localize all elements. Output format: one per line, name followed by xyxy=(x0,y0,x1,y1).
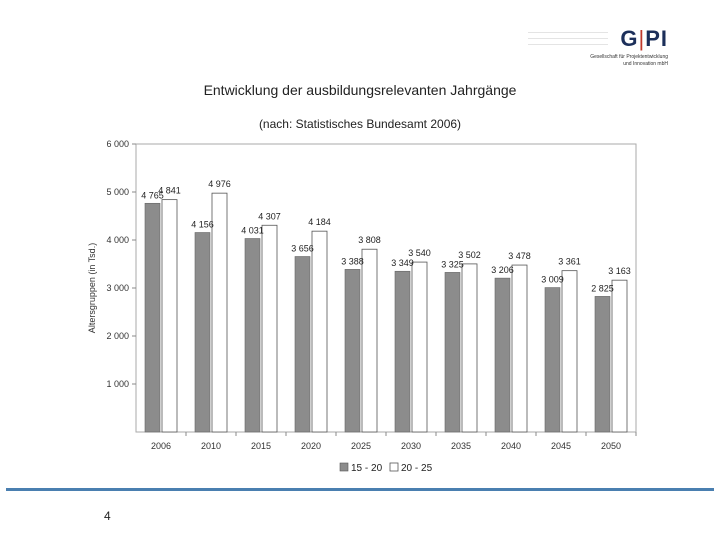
bar-20 - 25 xyxy=(311,230,328,433)
bar-20 - 25 xyxy=(611,279,628,433)
data-label: 3 361 xyxy=(558,257,581,267)
legend-label: 20 - 25 xyxy=(401,463,433,474)
x-tick-label: 2045 xyxy=(551,441,571,451)
x-tick-label: 2040 xyxy=(501,441,521,451)
page-number: 4 xyxy=(104,509,111,523)
bar-20 - 25 xyxy=(561,270,578,433)
legend-swatch xyxy=(389,462,399,472)
y-tick-label: 4 000 xyxy=(106,235,129,245)
x-tick-label: 2015 xyxy=(251,441,271,451)
logo-decor-rule xyxy=(528,38,608,39)
x-tick-label: 2050 xyxy=(601,441,621,451)
legend-label: 15 - 20 xyxy=(351,463,383,474)
data-label: 3 502 xyxy=(458,250,481,260)
x-tick-label: 2035 xyxy=(451,441,471,451)
data-label: 3 349 xyxy=(391,258,414,268)
data-label: 3 388 xyxy=(341,256,364,266)
bar-15 - 20 xyxy=(194,232,211,433)
logo-tagline-2: und Innovation mbH xyxy=(623,61,668,67)
bar-15 - 20 xyxy=(444,272,461,433)
data-label: 4 156 xyxy=(191,220,214,230)
bar-15 - 20 xyxy=(394,270,411,433)
x-tick-label: 2010 xyxy=(201,441,221,451)
data-label: 3 163 xyxy=(608,266,631,276)
data-label: 4 976 xyxy=(208,179,231,189)
y-tick-label: 2 000 xyxy=(106,331,129,341)
data-label: 4 184 xyxy=(308,217,331,227)
bar-15 - 20 xyxy=(344,269,361,433)
x-tick-label: 2006 xyxy=(151,441,171,451)
logo-decor-rule xyxy=(528,32,608,33)
bar-20 - 25 xyxy=(511,264,528,433)
logo-tagline-1: Gesellschaft für Projektentwicklung xyxy=(590,54,668,60)
y-tick-label: 6 000 xyxy=(106,139,129,149)
bar-20 - 25 xyxy=(161,199,178,433)
data-label: 3 325 xyxy=(441,259,464,269)
data-label: 4 031 xyxy=(241,226,264,236)
logo-mark: G|PI xyxy=(620,26,668,51)
footer-rule xyxy=(6,488,714,491)
gpi-logo: G|PI Gesellschaft für Projektentwicklung… xyxy=(528,26,668,72)
bar-15 - 20 xyxy=(544,287,561,433)
bar-20 - 25 xyxy=(411,261,428,433)
data-label: 3 478 xyxy=(508,251,531,261)
bar-15 - 20 xyxy=(494,277,511,433)
data-label: 3 808 xyxy=(358,235,381,245)
data-label: 3 206 xyxy=(491,265,514,275)
bar-20 - 25 xyxy=(261,224,278,433)
bar-20 - 25 xyxy=(211,192,228,433)
data-label: 3 540 xyxy=(408,248,431,258)
data-label: 2 825 xyxy=(591,283,614,293)
bar-15 - 20 xyxy=(144,202,161,433)
y-tick-label: 3 000 xyxy=(106,283,129,293)
chart-title: Entwicklung der ausbildungsrelevanten Ja… xyxy=(203,82,517,98)
bar-15 - 20 xyxy=(244,238,261,433)
bar-15 - 20 xyxy=(294,256,311,433)
x-tick-label: 2020 xyxy=(301,441,321,451)
data-label: 4 841 xyxy=(158,186,181,196)
y-tick-label: 1 000 xyxy=(106,379,129,389)
legend-swatch xyxy=(339,462,349,472)
data-label: 3 009 xyxy=(541,275,564,285)
x-tick-label: 2025 xyxy=(351,441,371,451)
data-label: 4 765 xyxy=(141,190,164,200)
y-axis-title: Altersgruppen (in Tsd.) xyxy=(87,243,97,333)
bar-20 - 25 xyxy=(361,248,378,433)
chart-subtitle: (nach: Statistisches Bundesamt 2006) xyxy=(258,117,462,131)
logo-decor-rule xyxy=(528,44,608,45)
bar-15 - 20 xyxy=(594,296,611,433)
x-tick-label: 2030 xyxy=(401,441,421,451)
y-tick-label: 5 000 xyxy=(106,187,129,197)
bar-20 - 25 xyxy=(461,263,478,433)
data-label: 4 307 xyxy=(258,211,281,221)
data-label: 3 656 xyxy=(291,244,314,254)
